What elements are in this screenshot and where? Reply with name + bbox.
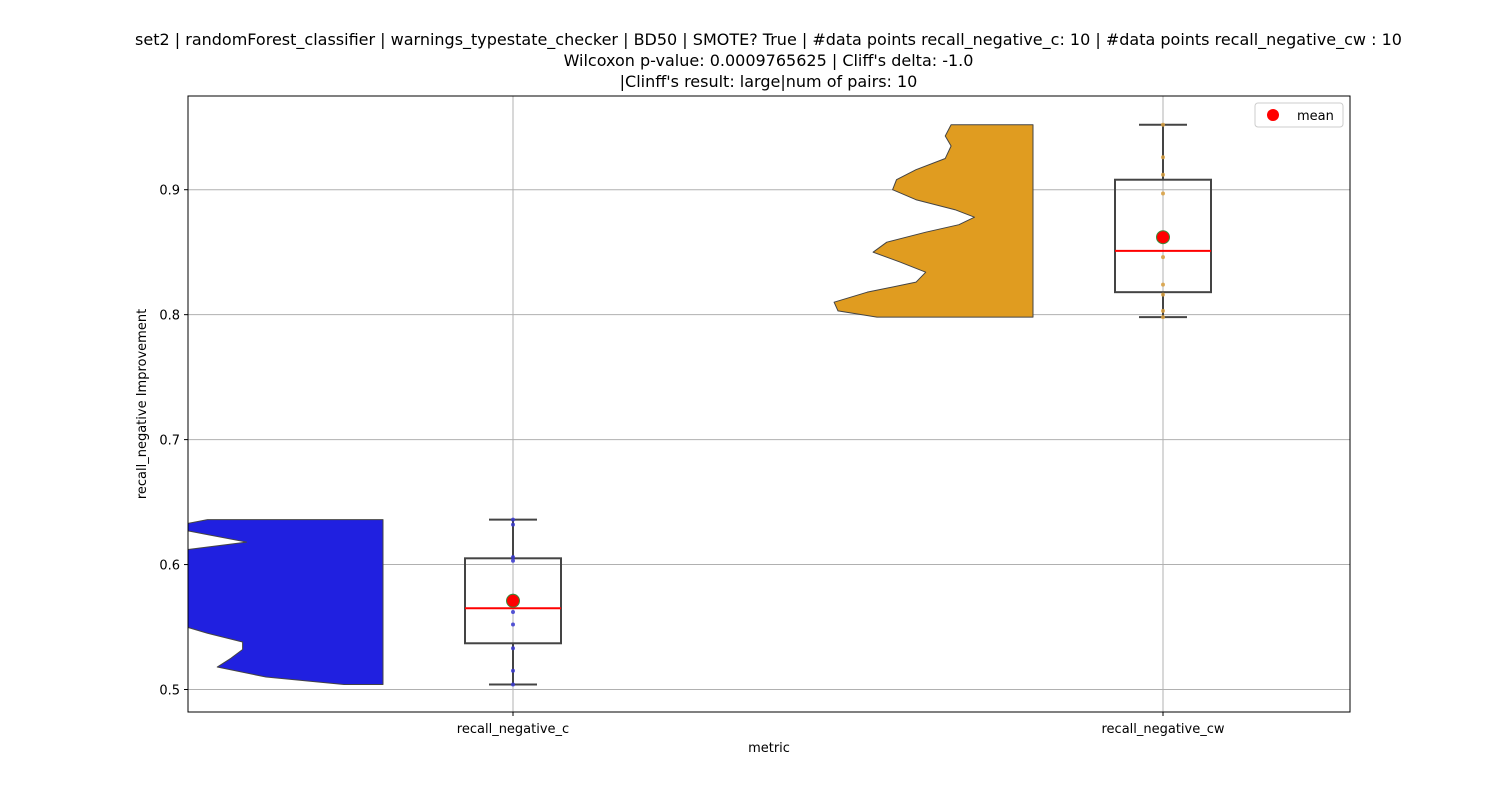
y-tick-label: 0.5 [159, 684, 180, 699]
legend: mean [1254, 102, 1344, 128]
title-line-1: set2 | randomForest_classifier | warning… [135, 30, 1402, 49]
chart-title: set2 | randomForest_classifier | warning… [0, 29, 1500, 92]
y-tick-label: 0.9 [159, 184, 180, 199]
box-recall_negative_cw [1114, 178, 1212, 294]
mean-marker-recall_negative_c [506, 593, 520, 608]
x-tick-label: recall_negative_c [457, 722, 569, 737]
data-point [511, 522, 515, 527]
violin-recall_negative_c [188, 519, 384, 686]
data-point [1161, 255, 1165, 260]
y-tick-label: 0.7 [159, 434, 180, 449]
data-point [511, 558, 515, 563]
x-axis-label: metric [748, 741, 790, 756]
y-axis-label: recall_negative Improvement [135, 309, 150, 499]
data-point [1161, 191, 1165, 196]
y-tick-label: 0.6 [159, 559, 180, 574]
x-tick-label: recall_negative_cw [1101, 722, 1224, 737]
data-point [1161, 292, 1165, 297]
title-line-3: |Clinff's result: large|num of pairs: 10 [619, 72, 918, 91]
data-point [511, 646, 515, 651]
data-point [511, 555, 515, 560]
y-tick-label: 0.8 [159, 309, 180, 324]
data-point [511, 610, 515, 615]
data-point [511, 517, 515, 522]
data-point [1161, 172, 1165, 177]
data-point [511, 622, 515, 627]
data-point [1161, 308, 1165, 313]
violin-layer [188, 124, 1034, 686]
grid-layer [188, 96, 1350, 712]
box-layer [464, 123, 1212, 686]
points-layer [506, 122, 1170, 687]
data-point [1161, 315, 1165, 320]
tick-layer: 0.5 0.6 0.7 0.8 0.9 recall_negative_c recall_n… [159, 184, 1225, 737]
data-point [1161, 122, 1165, 127]
legend-box [1254, 102, 1344, 128]
data-point [511, 668, 515, 673]
data-point [1161, 155, 1165, 160]
title-line-2: Wilcoxon p-value: 0.0009765625 | Cliff's… [563, 51, 974, 70]
plot-frame [187, 95, 1351, 713]
data-point [1161, 282, 1165, 287]
mean-marker-recall_negative_cw [1156, 230, 1170, 245]
legend-mean-label: mean [1297, 109, 1334, 124]
data-point [511, 682, 515, 687]
legend-mean-marker [1267, 109, 1279, 121]
violin-recall_negative_cw [833, 124, 1034, 318]
